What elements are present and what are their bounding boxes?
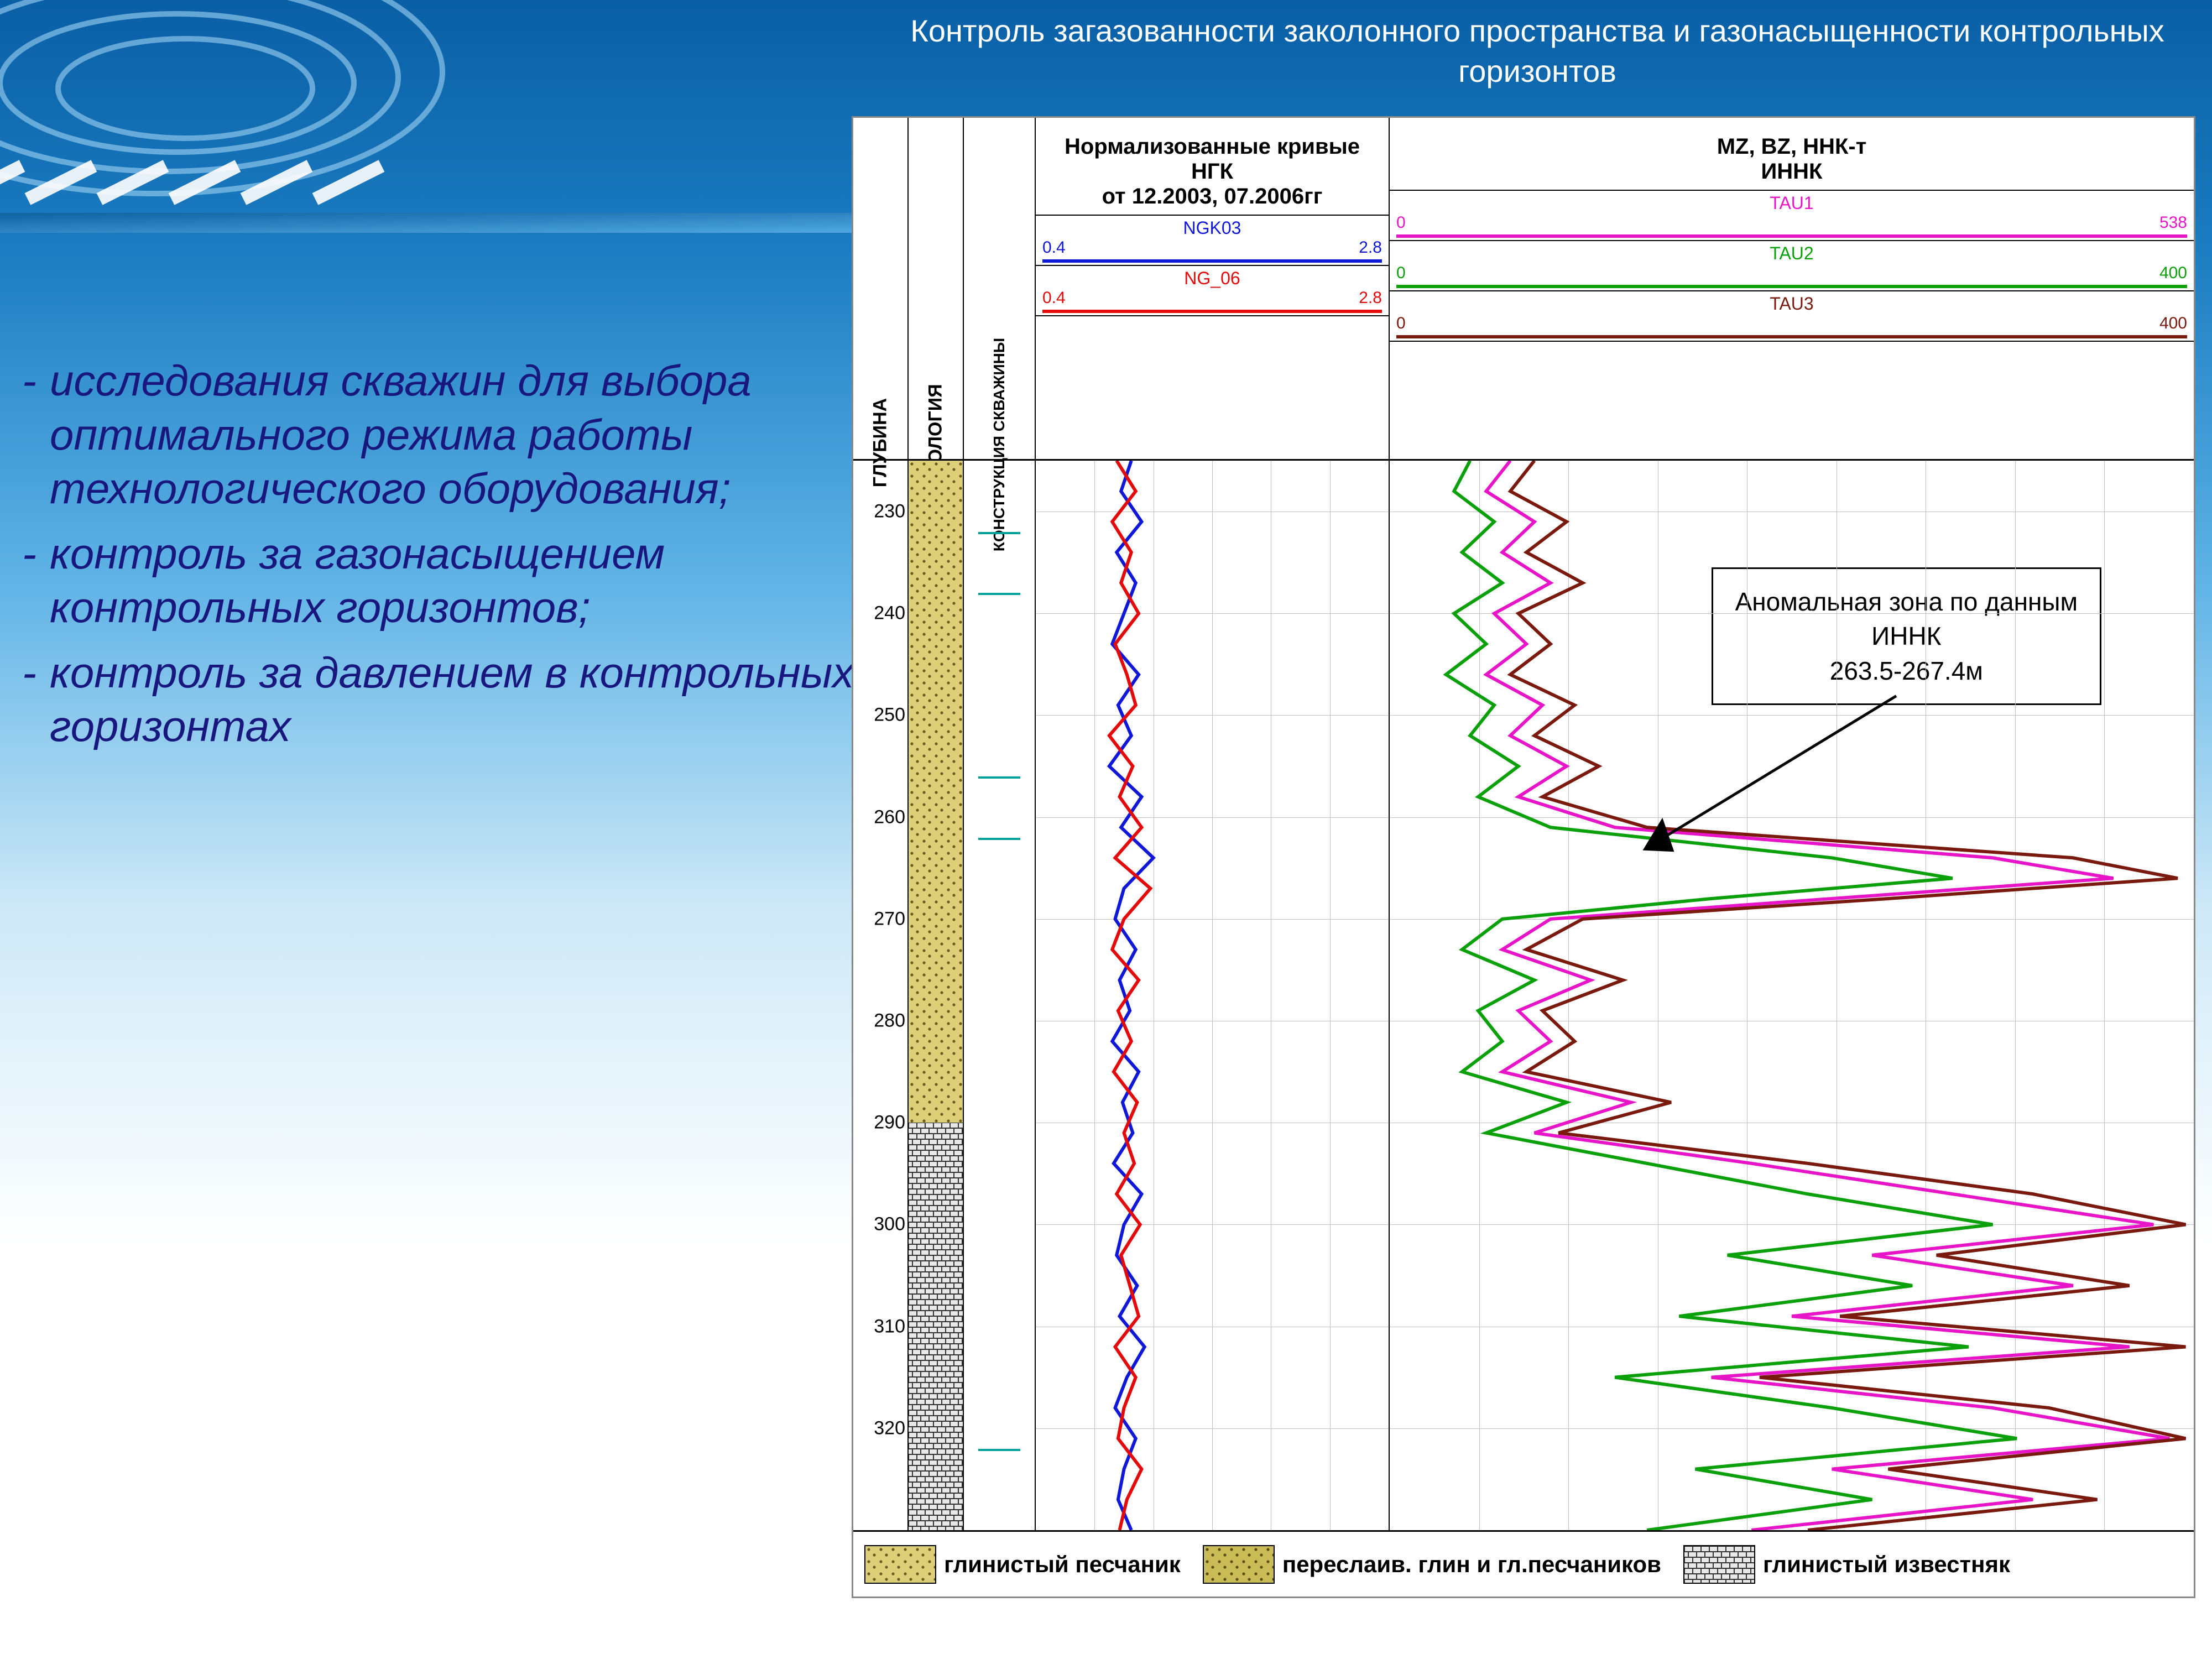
- depth-ticks: 230 240 250 260 270 280 290 300 310 320: [853, 461, 907, 1530]
- curves-svg: [1036, 461, 1389, 1530]
- depth-tick: 250: [874, 705, 905, 726]
- bullet-item: -контроль за давлением в контрольных гор…: [22, 646, 874, 754]
- legend-item: глинистый песчаник: [864, 1545, 1181, 1584]
- footer-line-1: Геофизический мониторинг: [22, 1560, 450, 1599]
- well-log-panel: ГЛУБИНА ЛИТОЛОГИЯ КОНСТРУКЦИЯ СКВАЖИНЫ Н…: [852, 116, 2195, 1598]
- curve-legend-row: NG_06 0.42.8: [1036, 266, 1389, 316]
- bullet-item: -исследования скважин для выбора оптимал…: [22, 354, 874, 516]
- depth-tick: 230: [874, 501, 905, 523]
- footer-line-2: эксплуатации ПХГ: [22, 1598, 450, 1637]
- innk-curve-legend: TAU1 0538 TAU2 0400 TAU3 0400: [1390, 191, 2194, 342]
- depth-tick: 280: [874, 1010, 905, 1032]
- curve-legend-row: TAU1 0538: [1390, 191, 2194, 241]
- ngk-title-l1: Нормализованные кривые НГК: [1041, 134, 1383, 184]
- ngk-title-l2: от 12.2003, 07.2006гг: [1041, 184, 1383, 209]
- lithology-band: [909, 1123, 963, 1530]
- construction-marker: [978, 532, 1021, 534]
- construction-column: [964, 461, 1036, 1530]
- page-title: Контроль загазованности заколонного прос…: [885, 11, 2190, 94]
- bullet-item: -контроль за газонасыщением контрольных …: [22, 527, 874, 635]
- depth-tick: 240: [874, 603, 905, 624]
- innk-track-title: MZ, BZ, ННК-т ИННК: [1390, 118, 2194, 191]
- ngk-curve-legend: NGK03 0.42.8 NG_06 0.42.8: [1036, 216, 1389, 316]
- depth-tick: 290: [874, 1112, 905, 1134]
- ngk-track: [1036, 461, 1390, 1530]
- lithology-column: [909, 461, 964, 1530]
- depth-tick: 300: [874, 1214, 905, 1235]
- log-header: ГЛУБИНА ЛИТОЛОГИЯ КОНСТРУКЦИЯ СКВАЖИНЫ Н…: [853, 118, 2194, 461]
- depth-tick: 310: [874, 1316, 905, 1337]
- construction-marker: [978, 593, 1021, 595]
- log-curve-NG_06: [1109, 461, 1150, 1530]
- depth-tick: 260: [874, 806, 905, 828]
- innk-track: Аномальная зона по данным ИННК 263.5-267…: [1390, 461, 2194, 1530]
- bullet-list: -исследования скважин для выбора оптимал…: [22, 354, 874, 765]
- lithology-band: [909, 461, 963, 1123]
- curve-legend-row: NGK03 0.42.8: [1036, 216, 1389, 266]
- curve-legend-row: TAU2 0400: [1390, 241, 2194, 291]
- depth-tick: 270: [874, 908, 905, 930]
- lithology-legend: глинистый песчаник переслаив. глин и гл.п…: [853, 1530, 2194, 1597]
- innk-title-l1: MZ, BZ, ННК-т: [1395, 134, 2188, 159]
- legend-item: глинистый известняк: [1683, 1545, 2010, 1584]
- depth-tick: 320: [874, 1417, 905, 1439]
- construction-marker: [978, 1449, 1021, 1451]
- callout-arrow: [1390, 461, 2194, 1530]
- log-body: 230 240 250 260 270 280 290 300 310 320 Аномальна…: [853, 461, 2194, 1530]
- ngk-track-title: Нормализованные кривые НГК от 12.2003, 0…: [1036, 118, 1389, 216]
- construction-marker: [978, 776, 1021, 779]
- footer-text: Геофизический мониторинг эксплуатации ПХ…: [22, 1560, 450, 1637]
- curve-legend-row: TAU3 0400: [1390, 291, 2194, 342]
- construction-marker: [978, 838, 1021, 840]
- innk-title-l2: ИННК: [1395, 159, 2188, 184]
- legend-item: переслаив. глин и гл.песчаников: [1203, 1545, 1661, 1584]
